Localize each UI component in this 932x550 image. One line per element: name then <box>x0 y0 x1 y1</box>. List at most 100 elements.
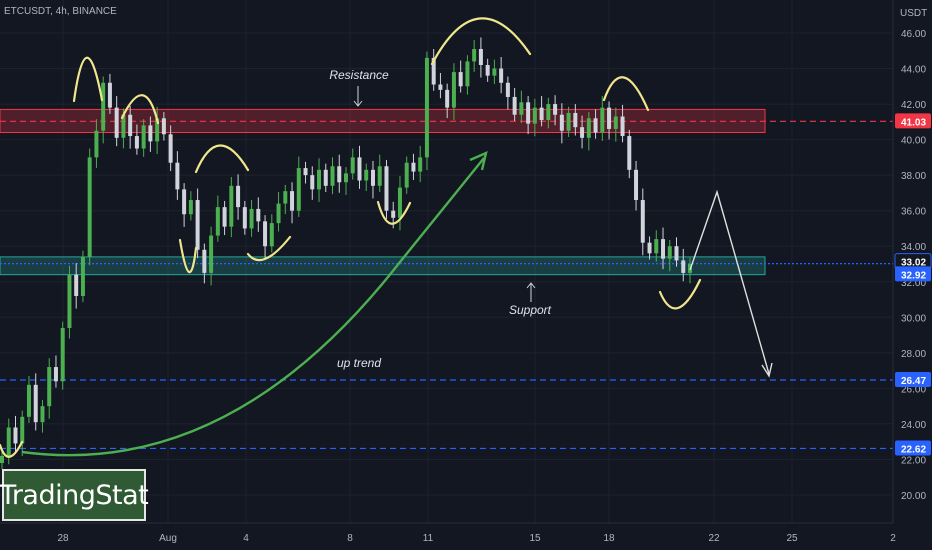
candle-body <box>182 189 187 215</box>
candle-body <box>344 173 348 183</box>
hand-drawn-curve <box>120 94 160 125</box>
annotation-drawings <box>0 17 773 458</box>
candle-body <box>654 239 659 254</box>
candle-body <box>404 162 409 188</box>
candle-body <box>499 68 504 83</box>
candle-body <box>350 157 355 174</box>
price-tick-label: 44.00 <box>901 65 926 76</box>
symbol-title: ETCUSDT, 4h, BINANCE <box>4 6 117 17</box>
candle-body <box>161 118 166 135</box>
time-tick-label: 22 <box>708 533 720 544</box>
hand-drawn-curve <box>430 17 532 66</box>
candle-body <box>175 162 180 190</box>
hand-drawn-curve <box>246 235 292 262</box>
resistance-label: Resistance <box>329 68 389 82</box>
price-tick-label: 22.00 <box>901 455 926 466</box>
resistance-pointer <box>353 86 363 107</box>
time-tick-label: 18 <box>603 533 615 544</box>
candle-body <box>600 107 605 133</box>
candle-body <box>296 168 301 211</box>
candle-body <box>613 116 618 129</box>
candle-body <box>667 246 672 259</box>
candle-body <box>681 260 686 273</box>
price-level-badge-label: 41.03 <box>901 117 926 128</box>
candle-body <box>586 118 591 138</box>
price-level-badge-label: 26.47 <box>901 376 926 387</box>
candle-body <box>465 61 470 87</box>
price-axis: USDT 46.00 44.00 42.00 40.00 38.00 36.00 34.00 3… <box>892 0 932 523</box>
hand-drawn-curve <box>602 76 650 112</box>
candle-body <box>418 157 423 172</box>
candle-body <box>20 416 25 444</box>
candle-body <box>290 191 295 211</box>
hand-drawn-curve <box>658 278 702 310</box>
candle-body <box>0 455 4 464</box>
candle-body <box>6 427 11 456</box>
candle-body <box>47 367 52 407</box>
price-tick-label: 20.00 <box>901 491 926 502</box>
time-tick-label: 25 <box>786 533 798 544</box>
candle-body <box>168 134 173 163</box>
candle-body <box>215 207 220 236</box>
time-tick-label: 15 <box>529 533 541 544</box>
candle-body <box>60 327 65 382</box>
hand-drawn-curve <box>376 200 412 225</box>
time-tick-label: 28 <box>57 533 69 544</box>
chart-grid <box>0 0 894 523</box>
candle-body <box>472 48 477 62</box>
price-tick-label: 24.00 <box>901 420 926 431</box>
trend-arrow-head <box>469 150 488 171</box>
currency-label: USDT <box>900 8 927 19</box>
candle-body <box>121 114 126 138</box>
trend-arc <box>21 157 485 457</box>
candle-body <box>40 406 45 423</box>
price-tick-label: 42.00 <box>901 100 926 111</box>
candlestick-series <box>0 37 692 470</box>
candle-body <box>492 68 497 76</box>
candle-body <box>478 48 483 65</box>
price-level-lines <box>0 120 893 450</box>
price-level-badge <box>895 372 931 388</box>
time-axis: 28 Aug 4 8 11 15 18 22 25 2 <box>0 522 896 544</box>
candle-body <box>546 104 551 121</box>
price-tick-label: 26.00 <box>901 384 926 395</box>
candle-body <box>519 102 524 115</box>
candle-body <box>26 384 31 417</box>
candle-body <box>566 112 571 131</box>
candle-body <box>202 249 207 273</box>
candle-body <box>377 166 382 186</box>
candle-body <box>384 166 389 211</box>
candle-body <box>451 72 456 108</box>
projection-path <box>689 189 770 375</box>
candle-body <box>188 200 193 215</box>
candle-body <box>242 207 247 229</box>
price-tick-label: 46.00 <box>901 29 926 40</box>
time-tick-label: 8 <box>347 533 353 544</box>
candle-body <box>505 82 510 97</box>
candle-body <box>397 187 402 218</box>
annotation-labels: Resistance Support up trend <box>329 68 551 370</box>
support-zone <box>0 256 766 276</box>
candle-body <box>67 274 72 328</box>
candle-body <box>310 175 315 190</box>
candle-body <box>438 84 443 90</box>
price-tick-label: 38.00 <box>901 171 926 182</box>
candle-body <box>283 191 288 204</box>
candle-body <box>640 200 645 243</box>
price-tick-label: 40.00 <box>901 136 926 147</box>
candle-body <box>303 168 308 176</box>
price-tick-label: 32.00 <box>901 278 926 289</box>
candle-body <box>674 246 679 261</box>
candle-body <box>114 107 119 138</box>
time-tick-label: Aug <box>159 533 177 544</box>
candle-body <box>573 112 578 128</box>
price-level-badge <box>895 266 931 282</box>
candle-body <box>256 208 261 222</box>
time-tick-label: 11 <box>423 533 434 544</box>
candle-body <box>134 136 139 149</box>
support-pointer <box>526 282 536 302</box>
candle-body <box>263 221 268 247</box>
candle-body <box>323 169 328 186</box>
candle-body <box>141 125 146 149</box>
